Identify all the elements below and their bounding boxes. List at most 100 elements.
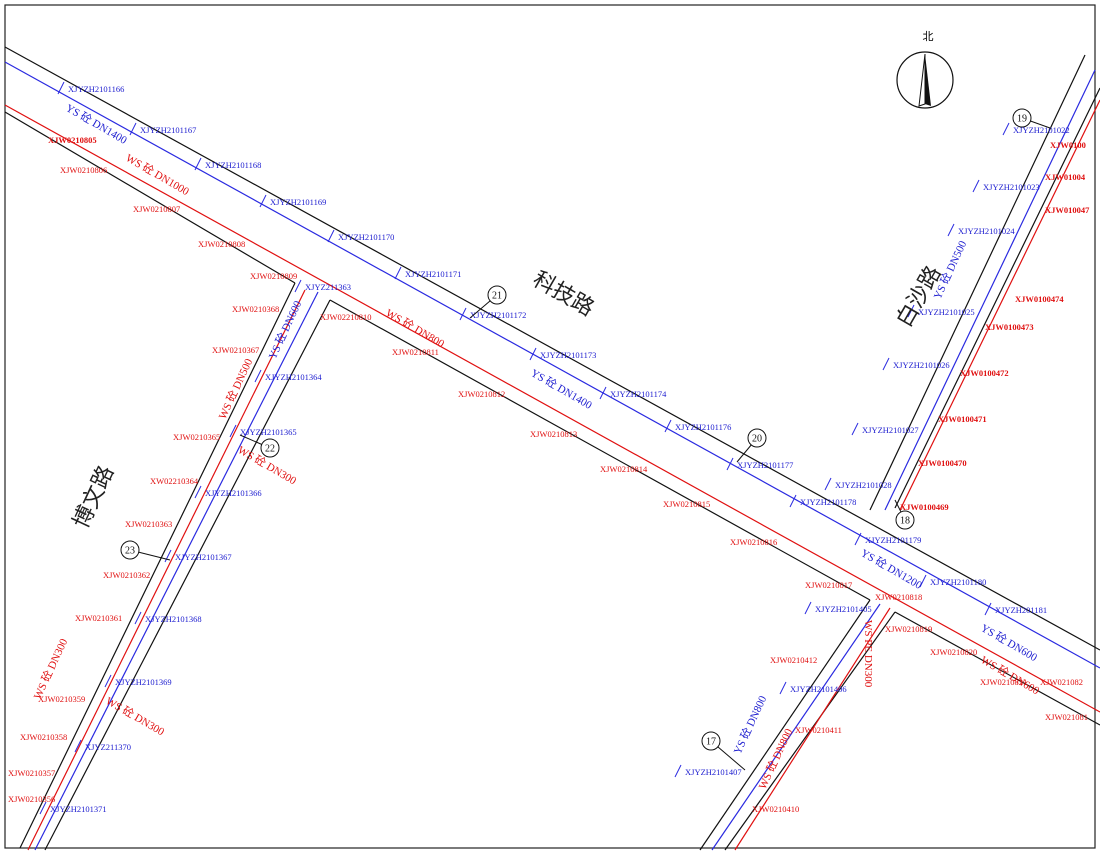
marker-circle <box>487 285 507 305</box>
manhole-label: XJYZH2101366 <box>205 488 262 498</box>
marker-number: 17 <box>706 737 716 748</box>
manhole-tick <box>39 801 47 815</box>
pipe-label: WS 砼 DN1000 <box>124 151 192 198</box>
marker-number: 23 <box>125 546 135 557</box>
marker-number: 20 <box>752 434 762 445</box>
pipe-label: WS PE DN300 <box>862 620 874 688</box>
pipe-label: YS 砼 DN800 <box>731 693 770 756</box>
pipe-label: WS 砼 DN300 <box>31 636 71 701</box>
manhole-label: XJW021082 <box>1040 677 1083 687</box>
manhole-label: XJW0100470 <box>918 458 967 468</box>
manhole-label: XJW0210367 <box>212 345 259 355</box>
manhole-label: XJYZH2101365 <box>240 427 297 437</box>
marker-circle <box>747 428 767 448</box>
manhole-tick <box>327 229 335 243</box>
manhole-label: XJYZH2101406 <box>790 684 847 694</box>
manhole-label: XJW0210368 <box>232 304 279 314</box>
manhole-label: XJW0210412 <box>770 655 817 665</box>
manhole-label: XJW0210819 <box>885 624 932 634</box>
manhole-tick <box>194 485 202 499</box>
manhole-label: XJYZH2101022 <box>1013 125 1070 135</box>
manhole-label: XJYZ211363 <box>305 282 351 292</box>
manhole-label: XJW0210816 <box>730 537 777 547</box>
manhole-tick <box>74 739 82 753</box>
manhole-label: XJYZH2101172 <box>470 310 526 320</box>
manhole-label: XJYZH2101177 <box>737 460 793 470</box>
manhole-label: XJW0210359 <box>38 694 85 704</box>
north-label: 北 <box>923 30 934 43</box>
marker-number: 19 <box>1017 114 1027 125</box>
manhole-label: XJW01004 <box>1045 172 1086 182</box>
manhole-label: XJW0100472 <box>960 368 1009 378</box>
manhole-tick <box>674 764 682 778</box>
manhole-label: XJYZH2101178 <box>800 497 856 507</box>
manhole-label: XJW0210805 <box>48 135 97 145</box>
manhole-tick <box>294 279 302 293</box>
manhole-label: XJYZH2101369 <box>115 677 172 687</box>
manhole-label: XJW0210365 <box>173 432 220 442</box>
manhole-label: XJW0210814 <box>600 464 648 474</box>
manhole-label: XJW0210410 <box>752 804 799 814</box>
manhole-label: XJYZH2101368 <box>145 614 202 624</box>
manhole-label: XJYZH2101023 <box>983 182 1040 192</box>
manhole-tick <box>104 674 112 688</box>
manhole-tick <box>259 194 267 208</box>
manhole-label: XJYZ211370 <box>85 742 131 752</box>
manhole-label: XJW0100473 <box>985 322 1034 332</box>
manhole-label: XJYZH201181 <box>995 605 1047 615</box>
manhole-label: XJYZH2101168 <box>205 160 261 170</box>
marker-circle <box>260 438 280 458</box>
manhole-tick <box>194 157 202 171</box>
manhole-label: XJW0210807 <box>133 204 180 214</box>
manhole-label: XJYZH2101167 <box>140 125 196 135</box>
manhole-label: XJYZH2101371 <box>50 804 107 814</box>
road-name: 博文路 <box>69 462 120 532</box>
manhole-label: XW02210364 <box>150 476 199 486</box>
manhole-tick <box>726 457 734 471</box>
manhole-tick <box>129 122 137 136</box>
manhole-tick <box>789 494 797 508</box>
marker-circle <box>120 540 140 560</box>
manhole-label: XJW0210812 <box>458 389 505 399</box>
manhole-label: XJW0210806 <box>60 165 107 175</box>
manhole-tick <box>851 422 859 436</box>
manhole-label: XJW02210810 <box>320 312 371 322</box>
pipe-label: WS 砼 DN300 <box>104 694 168 738</box>
manhole-label: XJYZH2101026 <box>893 360 950 370</box>
manhole-label: XJYZH2101364 <box>265 372 322 382</box>
manhole-label: XJYZH2101180 <box>930 577 986 587</box>
manhole-tick <box>804 601 812 615</box>
manhole-label: XJW0210815 <box>663 499 710 509</box>
pipe-label: WS 砼 DN500 <box>216 356 256 421</box>
manhole-tick <box>882 357 890 371</box>
manhole-tick <box>972 179 980 193</box>
manhole-label: XJW0100471 <box>938 414 987 424</box>
manhole-label: XJW0210411 <box>795 725 842 735</box>
manhole-label: XJW0210362 <box>103 570 150 580</box>
manhole-label: XJW0210813 <box>530 429 577 439</box>
manhole-label: XJYZH2101170 <box>338 232 394 242</box>
manhole-label: XJYZH2101367 <box>175 552 232 562</box>
manhole-tick <box>947 223 955 237</box>
manhole-label: XJYZH2101025 <box>918 307 975 317</box>
manhole-label: XJW010047 <box>1045 205 1090 215</box>
manhole-label: XJW0210821 <box>980 677 1027 687</box>
manhole-label: XJYZH2101024 <box>958 226 1015 236</box>
manhole-label: XJW0100469 <box>900 502 949 512</box>
manhole-tick <box>459 307 467 321</box>
manhole-tick <box>229 424 237 438</box>
manhole-tick <box>907 304 915 318</box>
roads <box>4 46 1100 851</box>
manhole-label: XJYZH2101174 <box>610 389 667 399</box>
manhole-label: XJYZH2101176 <box>675 422 731 432</box>
manhole-label: XJW0100474 <box>1015 294 1064 304</box>
manhole-tick <box>824 477 832 491</box>
manhole-label: XJYZH2101179 <box>865 535 921 545</box>
frame <box>4 4 1096 849</box>
manhole-tick <box>779 681 787 695</box>
manhole-tick <box>599 386 607 400</box>
manhole-label: XJW0210809 <box>250 271 297 281</box>
manhole-tick <box>854 532 862 546</box>
manhole-label: XJW0210817 <box>805 580 852 590</box>
